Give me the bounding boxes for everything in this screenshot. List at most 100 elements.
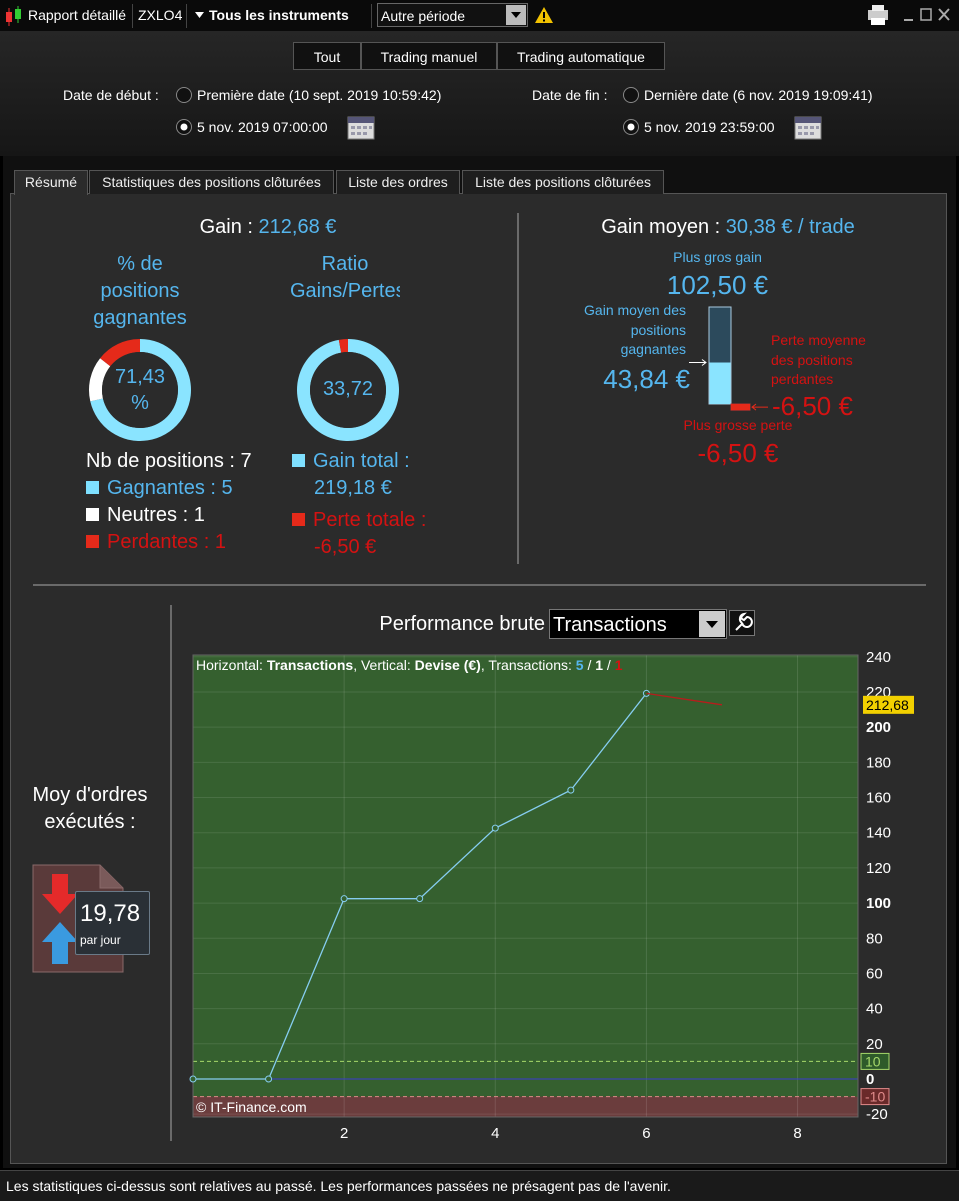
info-text: , Vertical:	[353, 657, 411, 673]
losers-label: Perdantes :	[107, 531, 210, 553]
gain-value: 212,68 €	[258, 216, 337, 238]
avg-loss: -6,50 €	[772, 391, 853, 421]
y-tick-label: 60	[866, 965, 883, 982]
y-tick-label: 180	[866, 754, 891, 771]
loss-total-label: Perte totale :	[313, 509, 427, 531]
arrow	[751, 403, 768, 411]
point-marker	[567, 786, 575, 794]
y-tick-label: 80	[866, 930, 883, 947]
reference-box	[860, 1052, 890, 1070]
last-value-box	[863, 695, 914, 714]
radio[interactable]	[175, 86, 193, 104]
start-label: Date de début :	[63, 87, 159, 103]
line-series	[646, 692, 723, 706]
y-tick-label: 160	[866, 790, 891, 807]
performance-title: Performance brute	[379, 613, 545, 635]
calendar-icon[interactable]	[346, 113, 376, 141]
neutral-label: Neutres :	[107, 504, 189, 526]
settings-button[interactable]	[729, 610, 755, 636]
neutral-count: 1	[193, 504, 205, 526]
info-text: /	[587, 657, 592, 673]
calendar-icon[interactable]	[793, 113, 823, 141]
donut-hole	[310, 352, 386, 428]
y-tick-label: 240	[866, 649, 891, 666]
tab[interactable]: Liste des positions clôturées	[462, 170, 664, 194]
y-tick-label: 120	[866, 860, 891, 877]
info-text: 1	[614, 657, 623, 673]
info-text: 1	[595, 657, 604, 673]
end-last-date: Dernière date (6 nov. 2019 19:09:41)	[644, 87, 873, 103]
tab[interactable]: Statistiques des positions clôturées	[89, 170, 334, 194]
reference-label: -10	[865, 1089, 885, 1105]
info-text: 5	[575, 657, 584, 673]
footer-bar	[0, 1170, 959, 1201]
chart-info: Horizontal: Transactions, Vertical: Devi…	[196, 657, 623, 673]
loss-zone	[193, 1096, 858, 1117]
mode-dropdown[interactable]: Transactions	[549, 609, 727, 639]
y-tick-label: 20	[866, 1036, 883, 1053]
last-value-label: 212,68	[866, 697, 909, 713]
gain-label: Gain :	[199, 216, 253, 238]
filter-button[interactable]: Trading automatique	[497, 42, 665, 70]
warning-icon	[535, 7, 553, 23]
info-text: Transactions	[266, 657, 354, 673]
y-tick-label: -20	[866, 1106, 888, 1123]
donut-segment	[89, 358, 111, 402]
x-tick-label: 8	[793, 1125, 801, 1142]
y-tick-label: 100	[866, 895, 891, 912]
radio[interactable]	[622, 118, 640, 136]
avg-win-bar	[709, 362, 731, 404]
filter-button[interactable]: Tout	[293, 42, 361, 70]
radio[interactable]	[175, 118, 193, 136]
symbol[interactable]: ZXLO4	[138, 7, 183, 23]
info-text: /	[606, 657, 611, 673]
mode: Transactions	[553, 614, 667, 636]
end-label: Date de fin :	[532, 87, 608, 103]
biggest-loss-label: Plus grosse perte	[683, 417, 793, 433]
footer: Les statistiques ci-dessus sont relative…	[6, 1178, 671, 1194]
tab[interactable]: Résumé	[14, 170, 88, 195]
y-tick-label: 200	[866, 719, 891, 736]
reference-label: 10	[865, 1053, 881, 1069]
period-dropdown[interactable]: Autre période	[377, 3, 528, 27]
period: Autre période	[381, 8, 466, 24]
avg-loss-label: Perte moyenne des positions perdantes	[771, 332, 866, 387]
avg-gain: 30,38 € / trade	[725, 216, 855, 238]
biggest-gain-label: Plus gros gain	[673, 249, 762, 265]
losers-count: 1	[214, 531, 226, 553]
tab[interactable]: Liste des ordres	[336, 170, 460, 194]
start-date[interactable]: 5 nov. 2019 07:00:00	[197, 119, 328, 135]
donut-segment	[338, 339, 348, 353]
filter-button[interactable]: Trading manuel	[361, 42, 497, 70]
positions-count: 7	[240, 450, 252, 472]
plot-bg	[193, 655, 858, 1117]
end-date[interactable]: 5 nov. 2019 23:59:00	[644, 119, 775, 135]
biggest-loss: -6,50 €	[697, 438, 779, 468]
instruments-selector[interactable]: Tous les instruments	[209, 7, 349, 23]
orders-value: 19,78	[80, 900, 141, 927]
x-tick-label: 4	[491, 1125, 499, 1142]
point-marker	[189, 1075, 197, 1083]
donut-segment	[100, 339, 140, 367]
report-title: Rapport détaillé	[28, 7, 127, 23]
radio[interactable]	[622, 86, 640, 104]
x-tick-label: 2	[340, 1125, 348, 1142]
positions-label: Nb de positions :	[86, 450, 235, 472]
orders-label: Moy d'ordres exécutés :	[32, 784, 148, 833]
point-marker	[491, 824, 499, 832]
avg-win: 43,84 €	[603, 364, 690, 394]
plot-border	[192, 654, 859, 1118]
y-tick-label: 140	[866, 825, 891, 842]
app-icon	[6, 6, 21, 26]
donut-hole	[102, 352, 178, 428]
win-pct: 71,43 %	[114, 366, 166, 414]
y-tick-label: 0	[866, 1071, 874, 1088]
ratio-title: Ratio Gains/Pertes	[290, 253, 400, 302]
window-controls[interactable]	[864, 4, 954, 28]
arrow	[689, 359, 707, 366]
gain-total: 219,18 €	[314, 477, 392, 499]
watermark: © IT-Finance.com	[196, 1099, 307, 1115]
info-text: Devise (€)	[414, 657, 481, 673]
